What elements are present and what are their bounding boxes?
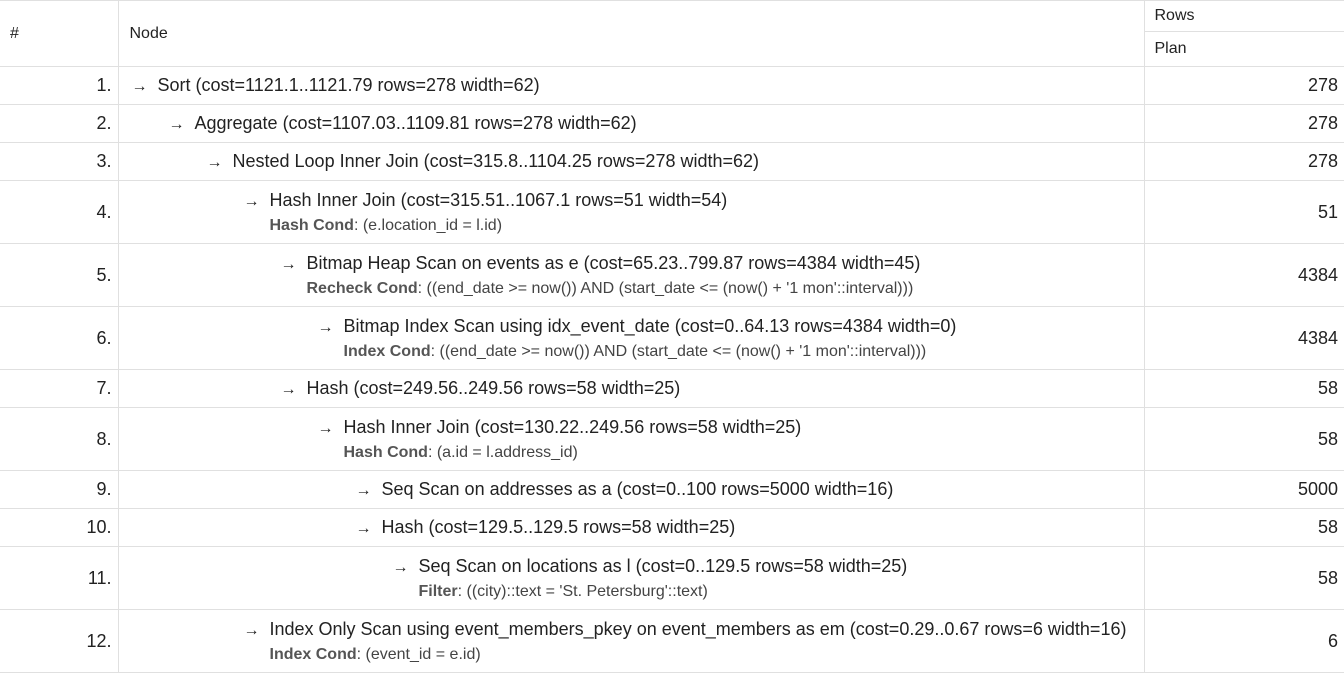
node-cell: → Sort (cost=1121.1..1121.79 rows=278 wid… <box>117 66 1145 105</box>
node-label: Nested Loop Inner Join (cost=315.8..1104… <box>232 150 760 171</box>
table-row[interactable]: 5. → Bitmap Heap Scan on events as e (cos… <box>0 243 1344 307</box>
arrow-right-icon: → <box>131 77 148 95</box>
table-row[interactable]: 1. → Sort (cost=1121.1..1121.79 rows=278 … <box>0 66 1344 105</box>
condition-label: Hash Cond <box>343 443 428 461</box>
table-row[interactable]: 6. → Bitmap Index Scan using idx_event_da… <box>0 306 1344 370</box>
table-row[interactable]: 7. → Hash (cost=249.56..249.56 rows=58 wi… <box>0 369 1344 408</box>
row-number: 4. <box>0 180 119 244</box>
node-label: Sort (cost=1121.1..1121.79 rows=278 widt… <box>157 74 540 95</box>
node-label: Hash Inner Join (cost=315.51..1067.1 row… <box>269 189 728 210</box>
node-cell: → Hash Inner Join (cost=130.22..249.56 ro… <box>117 407 1145 471</box>
row-number: 6. <box>0 306 119 370</box>
node-cell: → Hash Inner Join (cost=315.51..1067.1 ro… <box>117 180 1145 244</box>
table-row[interactable]: 4. → Hash Inner Join (cost=315.51..1067.1… <box>0 180 1344 244</box>
plan-rows: 4384 <box>1143 306 1344 370</box>
node-cell: → Index Only Scan using event_members_pke… <box>117 609 1145 673</box>
node-label: Index Only Scan using event_members_pkey… <box>269 618 1127 639</box>
condition-label: Index Cond <box>343 342 431 360</box>
arrow-right-icon: → <box>392 558 409 576</box>
condition-value: ((city)::text = 'St. Petersburg'::text) <box>466 582 708 600</box>
node-cell: → Seq Scan on addresses as a (cost=0..100… <box>117 470 1145 509</box>
node-label: Seq Scan on addresses as a (cost=0..100 … <box>381 478 894 499</box>
node-label: Bitmap Heap Scan on events as e (cost=65… <box>306 252 921 273</box>
condition-value: (event_id = e.id) <box>365 645 481 663</box>
arrow-right-icon: → <box>280 380 297 398</box>
condition-label: Index Cond <box>269 645 357 663</box>
table-row[interactable]: 12. → Index Only Scan using event_members… <box>0 609 1344 673</box>
plan-rows: 58 <box>1143 546 1344 610</box>
plan-rows: 6 <box>1143 609 1344 673</box>
plan-rows: 58 <box>1143 407 1344 471</box>
arrow-right-icon: → <box>206 153 223 171</box>
node-label: Aggregate (cost=1107.03..1109.81 rows=27… <box>194 112 637 133</box>
table-row[interactable]: 11. → Seq Scan on locations as l (cost=0.… <box>0 546 1344 610</box>
row-number: 11. <box>0 546 119 610</box>
node-cell: → Hash (cost=249.56..249.56 rows=58 width… <box>117 369 1145 408</box>
table-row[interactable]: 8. → Hash Inner Join (cost=130.22..249.56… <box>0 407 1344 471</box>
arrow-right-icon: → <box>243 192 260 210</box>
row-number: 5. <box>0 243 119 307</box>
plan-rows: 51 <box>1143 180 1344 244</box>
plan-rows: 58 <box>1143 369 1344 408</box>
arrow-right-icon: → <box>280 255 297 273</box>
row-number: 8. <box>0 407 119 471</box>
header-rows: Rows <box>1143 0 1344 32</box>
plan-rows: 4384 <box>1143 243 1344 307</box>
node-label: Hash (cost=129.5..129.5 rows=58 width=25… <box>381 516 736 537</box>
condition-label: Recheck Cond <box>306 279 418 297</box>
node-label: Hash (cost=249.56..249.56 rows=58 width=… <box>306 377 681 398</box>
arrow-right-icon: → <box>317 419 334 437</box>
node-cell: → Aggregate (cost=1107.03..1109.81 rows=2… <box>117 104 1145 143</box>
node-cell: → Seq Scan on locations as l (cost=0..129… <box>117 546 1145 610</box>
node-label: Bitmap Index Scan using idx_event_date (… <box>343 315 957 336</box>
condition-label: Hash Cond <box>269 216 354 234</box>
plan-rows: 278 <box>1143 104 1344 143</box>
condition-value: (a.id = l.address_id) <box>436 443 578 461</box>
row-number: 2. <box>0 104 119 143</box>
arrow-right-icon: → <box>317 318 334 336</box>
node-label: Hash Inner Join (cost=130.22..249.56 row… <box>343 416 802 437</box>
arrow-right-icon: → <box>355 519 372 537</box>
header-number: # <box>0 0 119 67</box>
table-row[interactable]: 10. → Hash (cost=129.5..129.5 rows=58 wid… <box>0 508 1344 547</box>
header-plan: Plan <box>1143 31 1344 67</box>
condition-label: Filter <box>418 582 458 600</box>
plan-rows: 278 <box>1143 66 1344 105</box>
node-cell: → Bitmap Index Scan using idx_event_date … <box>117 306 1145 370</box>
arrow-right-icon: → <box>168 115 185 133</box>
table-row[interactable]: 3. → Nested Loop Inner Join (cost=315.8..… <box>0 142 1344 181</box>
node-cell: → Nested Loop Inner Join (cost=315.8..110… <box>117 142 1145 181</box>
table-row[interactable]: 2. → Aggregate (cost=1107.03..1109.81 row… <box>0 104 1344 143</box>
arrow-right-icon: → <box>243 621 260 639</box>
row-number: 7. <box>0 369 119 408</box>
node-cell: → Hash (cost=129.5..129.5 rows=58 width=2… <box>117 508 1145 547</box>
row-number: 12. <box>0 609 119 673</box>
arrow-right-icon: → <box>355 481 372 499</box>
row-number: 1. <box>0 66 119 105</box>
node-label: Seq Scan on locations as l (cost=0..129.… <box>418 555 908 576</box>
node-cell: → Bitmap Heap Scan on events as e (cost=6… <box>117 243 1145 307</box>
row-number: 3. <box>0 142 119 181</box>
plan-rows: 58 <box>1143 508 1344 547</box>
condition-value: ((end_date >= now()) AND (start_date <= … <box>439 342 927 360</box>
table-row[interactable]: 9. → Seq Scan on addresses as a (cost=0..… <box>0 470 1344 509</box>
row-number: 9. <box>0 470 119 509</box>
plan-rows: 5000 <box>1143 470 1344 509</box>
condition-value: ((end_date >= now()) AND (start_date <= … <box>426 279 914 297</box>
row-number: 10. <box>0 508 119 547</box>
plan-rows: 278 <box>1143 142 1344 181</box>
condition-value: (e.location_id = l.id) <box>362 216 503 234</box>
header-node: Node <box>117 0 1145 67</box>
